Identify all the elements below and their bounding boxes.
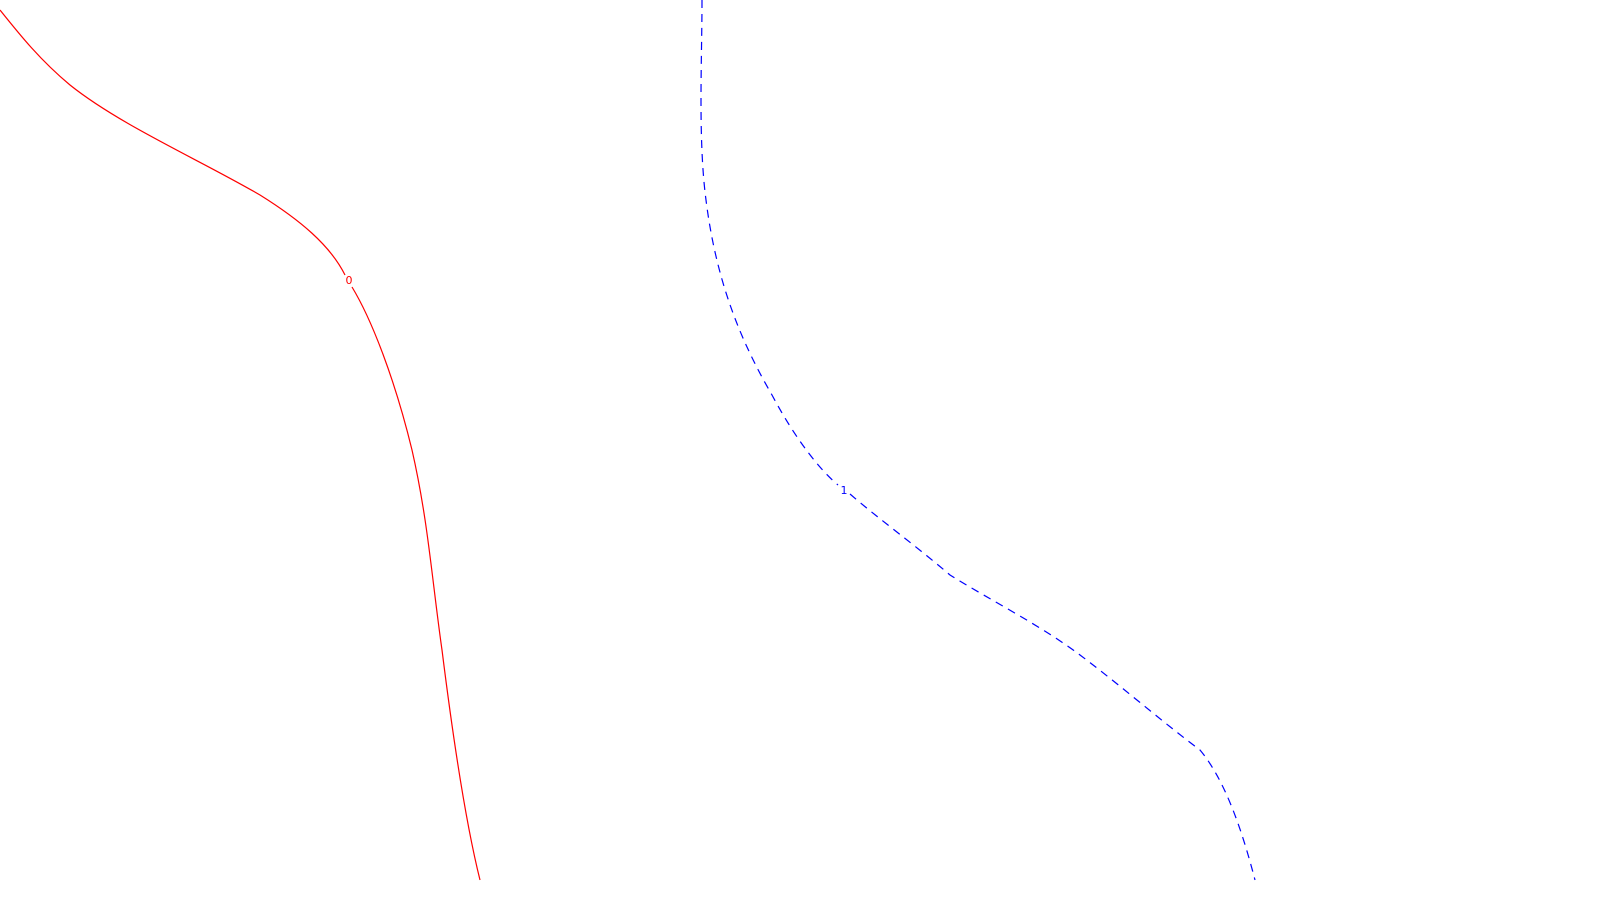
contour-label-0: 0	[346, 274, 353, 287]
contour-line-1-path	[700, 0, 1256, 881]
contour-label-1: 1	[841, 484, 848, 497]
contour-line-0: 0	[0, 9, 481, 881]
contour-line-1: 1	[700, 0, 1256, 881]
contour-line-0-path	[0, 9, 481, 881]
